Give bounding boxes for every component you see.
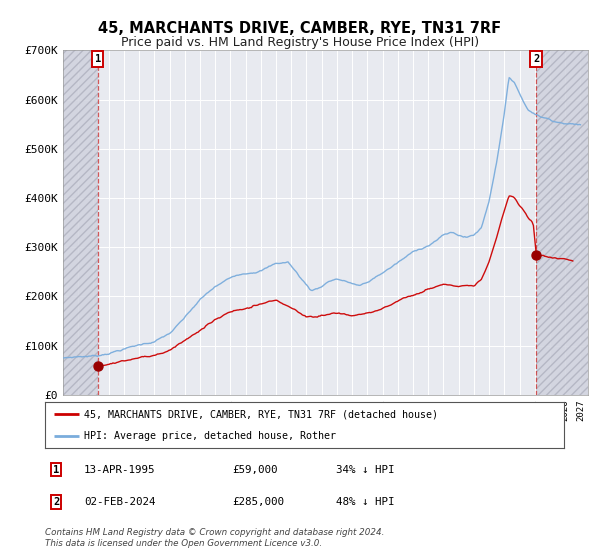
Text: £59,000: £59,000	[232, 464, 277, 474]
Text: Price paid vs. HM Land Registry's House Price Index (HPI): Price paid vs. HM Land Registry's House …	[121, 36, 479, 49]
Text: 1: 1	[53, 464, 59, 474]
Text: 2: 2	[533, 54, 539, 64]
Text: 1: 1	[95, 54, 101, 64]
Bar	[536, 50, 588, 395]
Text: 2: 2	[53, 497, 59, 507]
Text: This data is licensed under the Open Government Licence v3.0.: This data is licensed under the Open Gov…	[45, 539, 322, 548]
Text: £285,000: £285,000	[232, 497, 284, 507]
Text: 34% ↓ HPI: 34% ↓ HPI	[335, 464, 394, 474]
Text: 48% ↓ HPI: 48% ↓ HPI	[335, 497, 394, 507]
Bar	[63, 50, 98, 395]
Text: 02-FEB-2024: 02-FEB-2024	[84, 497, 155, 507]
Text: 45, MARCHANTS DRIVE, CAMBER, RYE, TN31 7RF: 45, MARCHANTS DRIVE, CAMBER, RYE, TN31 7…	[98, 21, 502, 36]
Text: HPI: Average price, detached house, Rother: HPI: Average price, detached house, Roth…	[84, 431, 336, 441]
Text: 45, MARCHANTS DRIVE, CAMBER, RYE, TN31 7RF (detached house): 45, MARCHANTS DRIVE, CAMBER, RYE, TN31 7…	[84, 409, 438, 419]
Text: Contains HM Land Registry data © Crown copyright and database right 2024.: Contains HM Land Registry data © Crown c…	[45, 528, 385, 537]
Text: 13-APR-1995: 13-APR-1995	[84, 464, 155, 474]
